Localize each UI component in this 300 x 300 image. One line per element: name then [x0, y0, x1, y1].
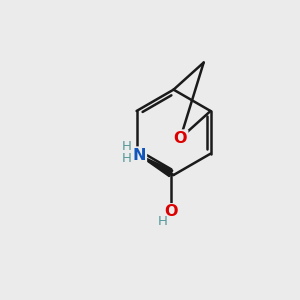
Text: N: N [132, 148, 146, 163]
Text: H: H [122, 152, 132, 165]
Text: H: H [122, 140, 132, 153]
Text: O: O [164, 204, 178, 219]
Text: H: H [158, 215, 168, 228]
Polygon shape [136, 154, 173, 177]
Text: O: O [174, 130, 187, 146]
